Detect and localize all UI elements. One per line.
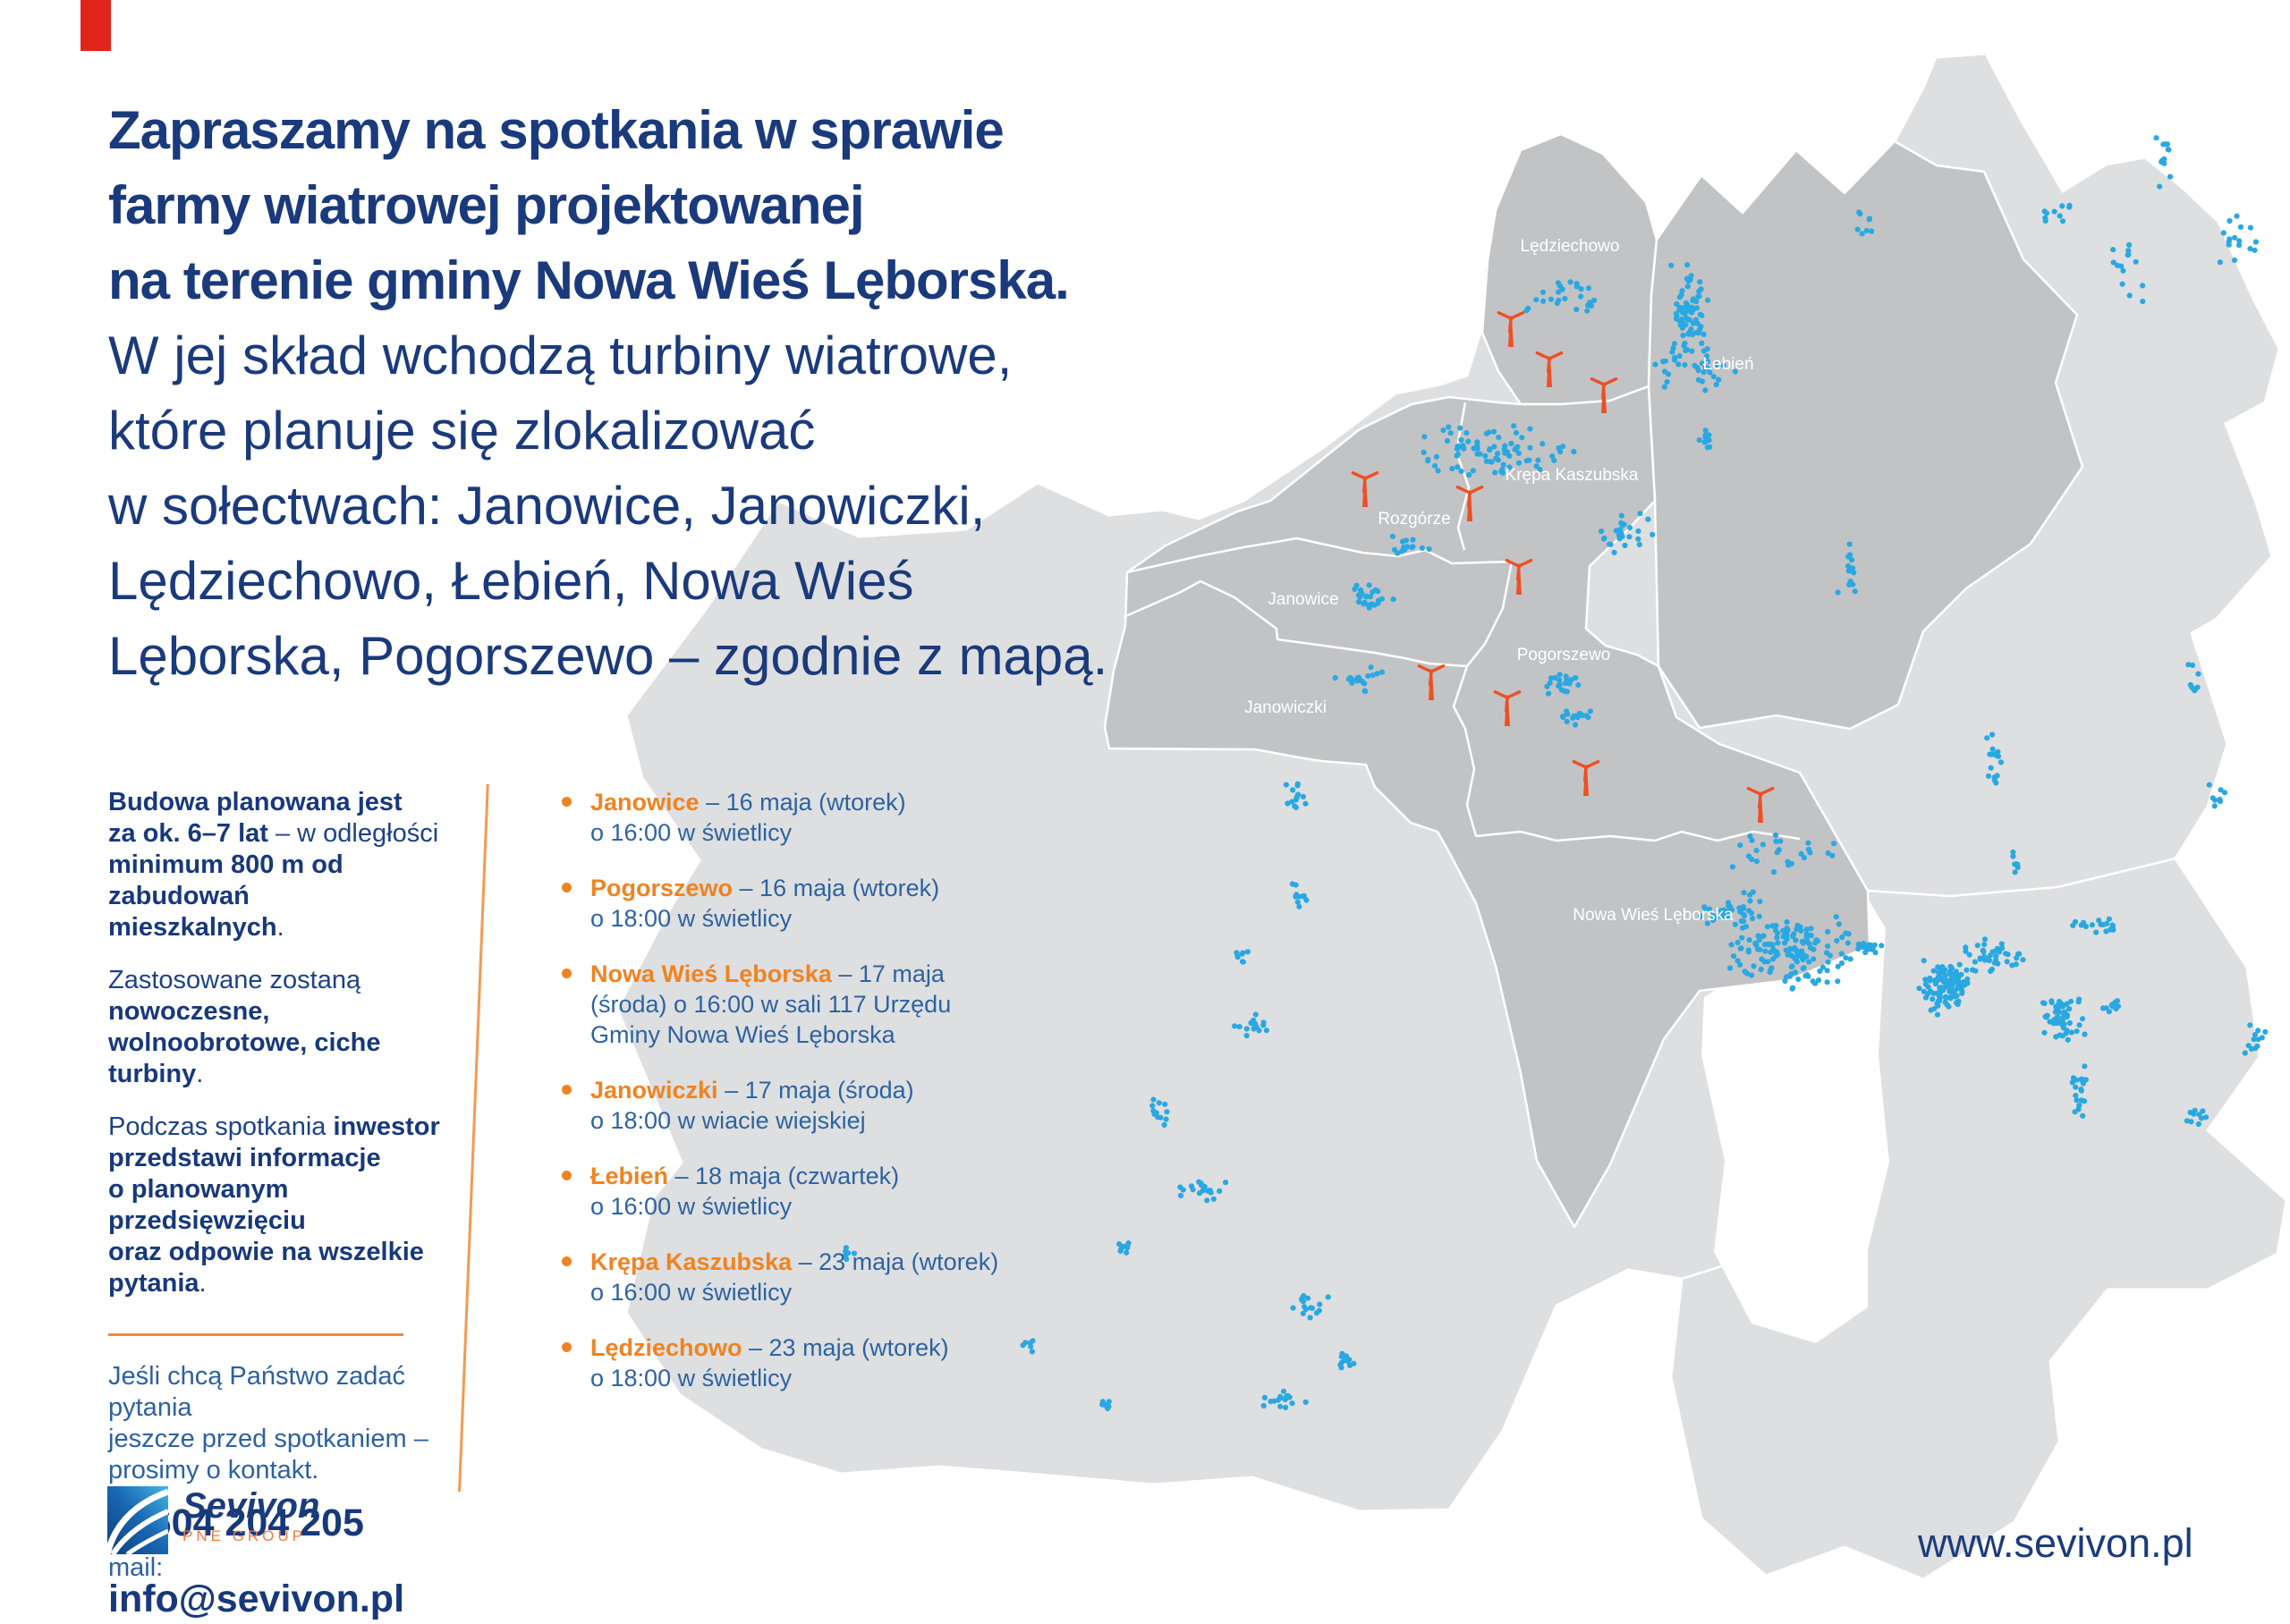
meeting-details: – 23 maja (wtorek) o 18:00 w świetlicy xyxy=(590,1334,949,1391)
bullet-icon xyxy=(562,797,572,807)
intro-line: Lęborska, Pogorszewo – zgodnie z mapą. xyxy=(108,626,1108,686)
settlement-dots xyxy=(843,135,2269,1412)
meeting-details: – 17 maja (środa) o 18:00 w wiacie wiejs… xyxy=(590,1077,914,1134)
meeting-item: Pogorszewo – 16 maja (wtorek) o 18:00 w … xyxy=(562,873,1009,934)
corner-red-mark xyxy=(81,0,111,51)
wind-turbine-icon xyxy=(1505,559,1533,595)
meeting-details: – 23 maja (wtorek) o 16:00 w świetlicy xyxy=(590,1248,999,1306)
logo-wordmark: Sevivon xyxy=(182,1486,320,1526)
wind-turbine-icon xyxy=(1493,690,1522,726)
meeting-village-name: Pogorszewo xyxy=(590,875,734,901)
bullet-icon xyxy=(562,883,572,892)
title-line: Zapraszamy na spotkania w sprawie xyxy=(108,100,1005,160)
meeting-village-name: Nowa Wieś Lęborska xyxy=(590,960,832,987)
website-url[interactable]: www.sevivon.pl xyxy=(1918,1520,2193,1566)
logo-subtitle: PNE GROUP xyxy=(182,1527,307,1544)
email-address[interactable]: info@sevivon.pl xyxy=(108,1577,405,1620)
wind-turbine-icon xyxy=(1572,760,1600,796)
meeting-village-name: Łebień xyxy=(590,1163,669,1189)
bullet-icon xyxy=(562,1256,572,1266)
intro-line: które planuje się zlokalizować xyxy=(108,401,816,461)
bullet-icon xyxy=(562,1342,572,1352)
meeting-item: Janowice – 16 maja (wtorek) o 16:00 w św… xyxy=(562,787,1009,848)
sevivon-logo: Sevivon PNE GROUP xyxy=(107,1486,319,1554)
map-region-label: Lędziechowo xyxy=(1521,237,1620,256)
map-region-label: Janowice xyxy=(1268,590,1338,609)
email-row[interactable]: mail: info@sevivon.pl xyxy=(108,1552,464,1620)
email-label: mail: xyxy=(108,1553,164,1582)
meeting-village-name: Lędziechowo xyxy=(590,1334,742,1361)
wind-turbine-icon xyxy=(1497,311,1525,347)
meeting-village-name: Janowice xyxy=(590,789,700,816)
title-line: na terenie gminy Nowa Wieś Lęborska. xyxy=(108,250,1070,310)
meeting-details: – 16 maja (wtorek) o 18:00 w świetlicy xyxy=(590,875,940,932)
info-paragraph-contact: Jeśli chcą Państwo zadać pytania jeszcze… xyxy=(108,1362,428,1484)
map-region-label: Rozgórze xyxy=(1378,510,1450,529)
wind-turbine-icon xyxy=(1535,351,1564,387)
map-region-label: Janowiczki xyxy=(1244,698,1327,717)
intro-line: w sołectwach: Janowice, Janowiczki, xyxy=(108,476,986,536)
map-region-label: Łebień xyxy=(1702,355,1753,374)
map-region-label: Nowa Wieś Lęborska xyxy=(1573,906,1734,925)
info-paragraph-construction: Budowa planowana jest za ok. 6–7 lat – w… xyxy=(108,788,439,942)
page-title: Zapraszamy na spotkania w sprawie farmy … xyxy=(108,93,1107,694)
meeting-village-name: Janowiczki xyxy=(590,1077,718,1104)
bullet-icon xyxy=(562,1085,572,1095)
meeting-item: Janowiczki – 17 maja (środa) o 18:00 w w… xyxy=(562,1075,1009,1136)
meeting-details: – 16 maja (wtorek) o 16:00 w świetlicy xyxy=(590,789,906,846)
wind-turbine-icon xyxy=(1417,664,1446,700)
title-line: farmy wiatrowej projektowanej xyxy=(108,175,865,235)
phone-row[interactable]: tel. 604 204 205 xyxy=(108,1504,464,1544)
wind-turbine-icon xyxy=(1455,486,1484,521)
orange-rule-top xyxy=(108,1333,403,1336)
info-paragraph-investor: Podczas spotkania inwestor przedstawi in… xyxy=(108,1112,440,1298)
meeting-item: Lędziechowo – 23 maja (wtorek) o 18:00 w… xyxy=(562,1332,1009,1393)
intro-line: W jej skład wchodzą turbiny wiatrowe, xyxy=(108,326,1013,385)
meeting-item: Łebień – 18 maja (czwartek) o 16:00 w św… xyxy=(562,1161,1009,1222)
meeting-details: – 17 maja (środa) o 16:00 w sali 117 Urz… xyxy=(590,960,952,1048)
sevivon-logo-icon xyxy=(107,1486,168,1554)
wind-turbine-icon xyxy=(1746,787,1775,823)
bullet-icon xyxy=(562,968,572,978)
phone-number[interactable]: 604 204 205 xyxy=(149,1501,364,1544)
meeting-village-name: Krępa Kaszubska xyxy=(590,1248,793,1275)
meeting-details: – 18 maja (czwartek) o 16:00 w świetlicy xyxy=(590,1163,900,1220)
info-column: Budowa planowana jest za ok. 6–7 lat – w… xyxy=(108,787,464,1624)
wind-turbine-icon xyxy=(1351,471,1379,507)
bullet-icon xyxy=(562,1171,572,1180)
meeting-item: Nowa Wieś Lęborska – 17 maja (środa) o 1… xyxy=(562,959,1009,1050)
meeting-item: Krępa Kaszubska – 23 maja (wtorek) o 16:… xyxy=(562,1247,1009,1307)
map-region-label: Krępa Kaszubska xyxy=(1505,466,1639,485)
wind-turbine-icon xyxy=(1590,377,1618,413)
meetings-list: Janowice – 16 maja (wtorek) o 16:00 w św… xyxy=(562,787,1009,1418)
info-paragraph-turbines: Zastosowane zostaną nowoczesne, wolnoobr… xyxy=(108,966,381,1088)
map-region-label: Pogorszewo xyxy=(1517,646,1611,664)
wind-turbines xyxy=(1351,311,1775,823)
intro-line: Lędziechowo, Łebień, Nowa Wieś xyxy=(108,551,914,611)
